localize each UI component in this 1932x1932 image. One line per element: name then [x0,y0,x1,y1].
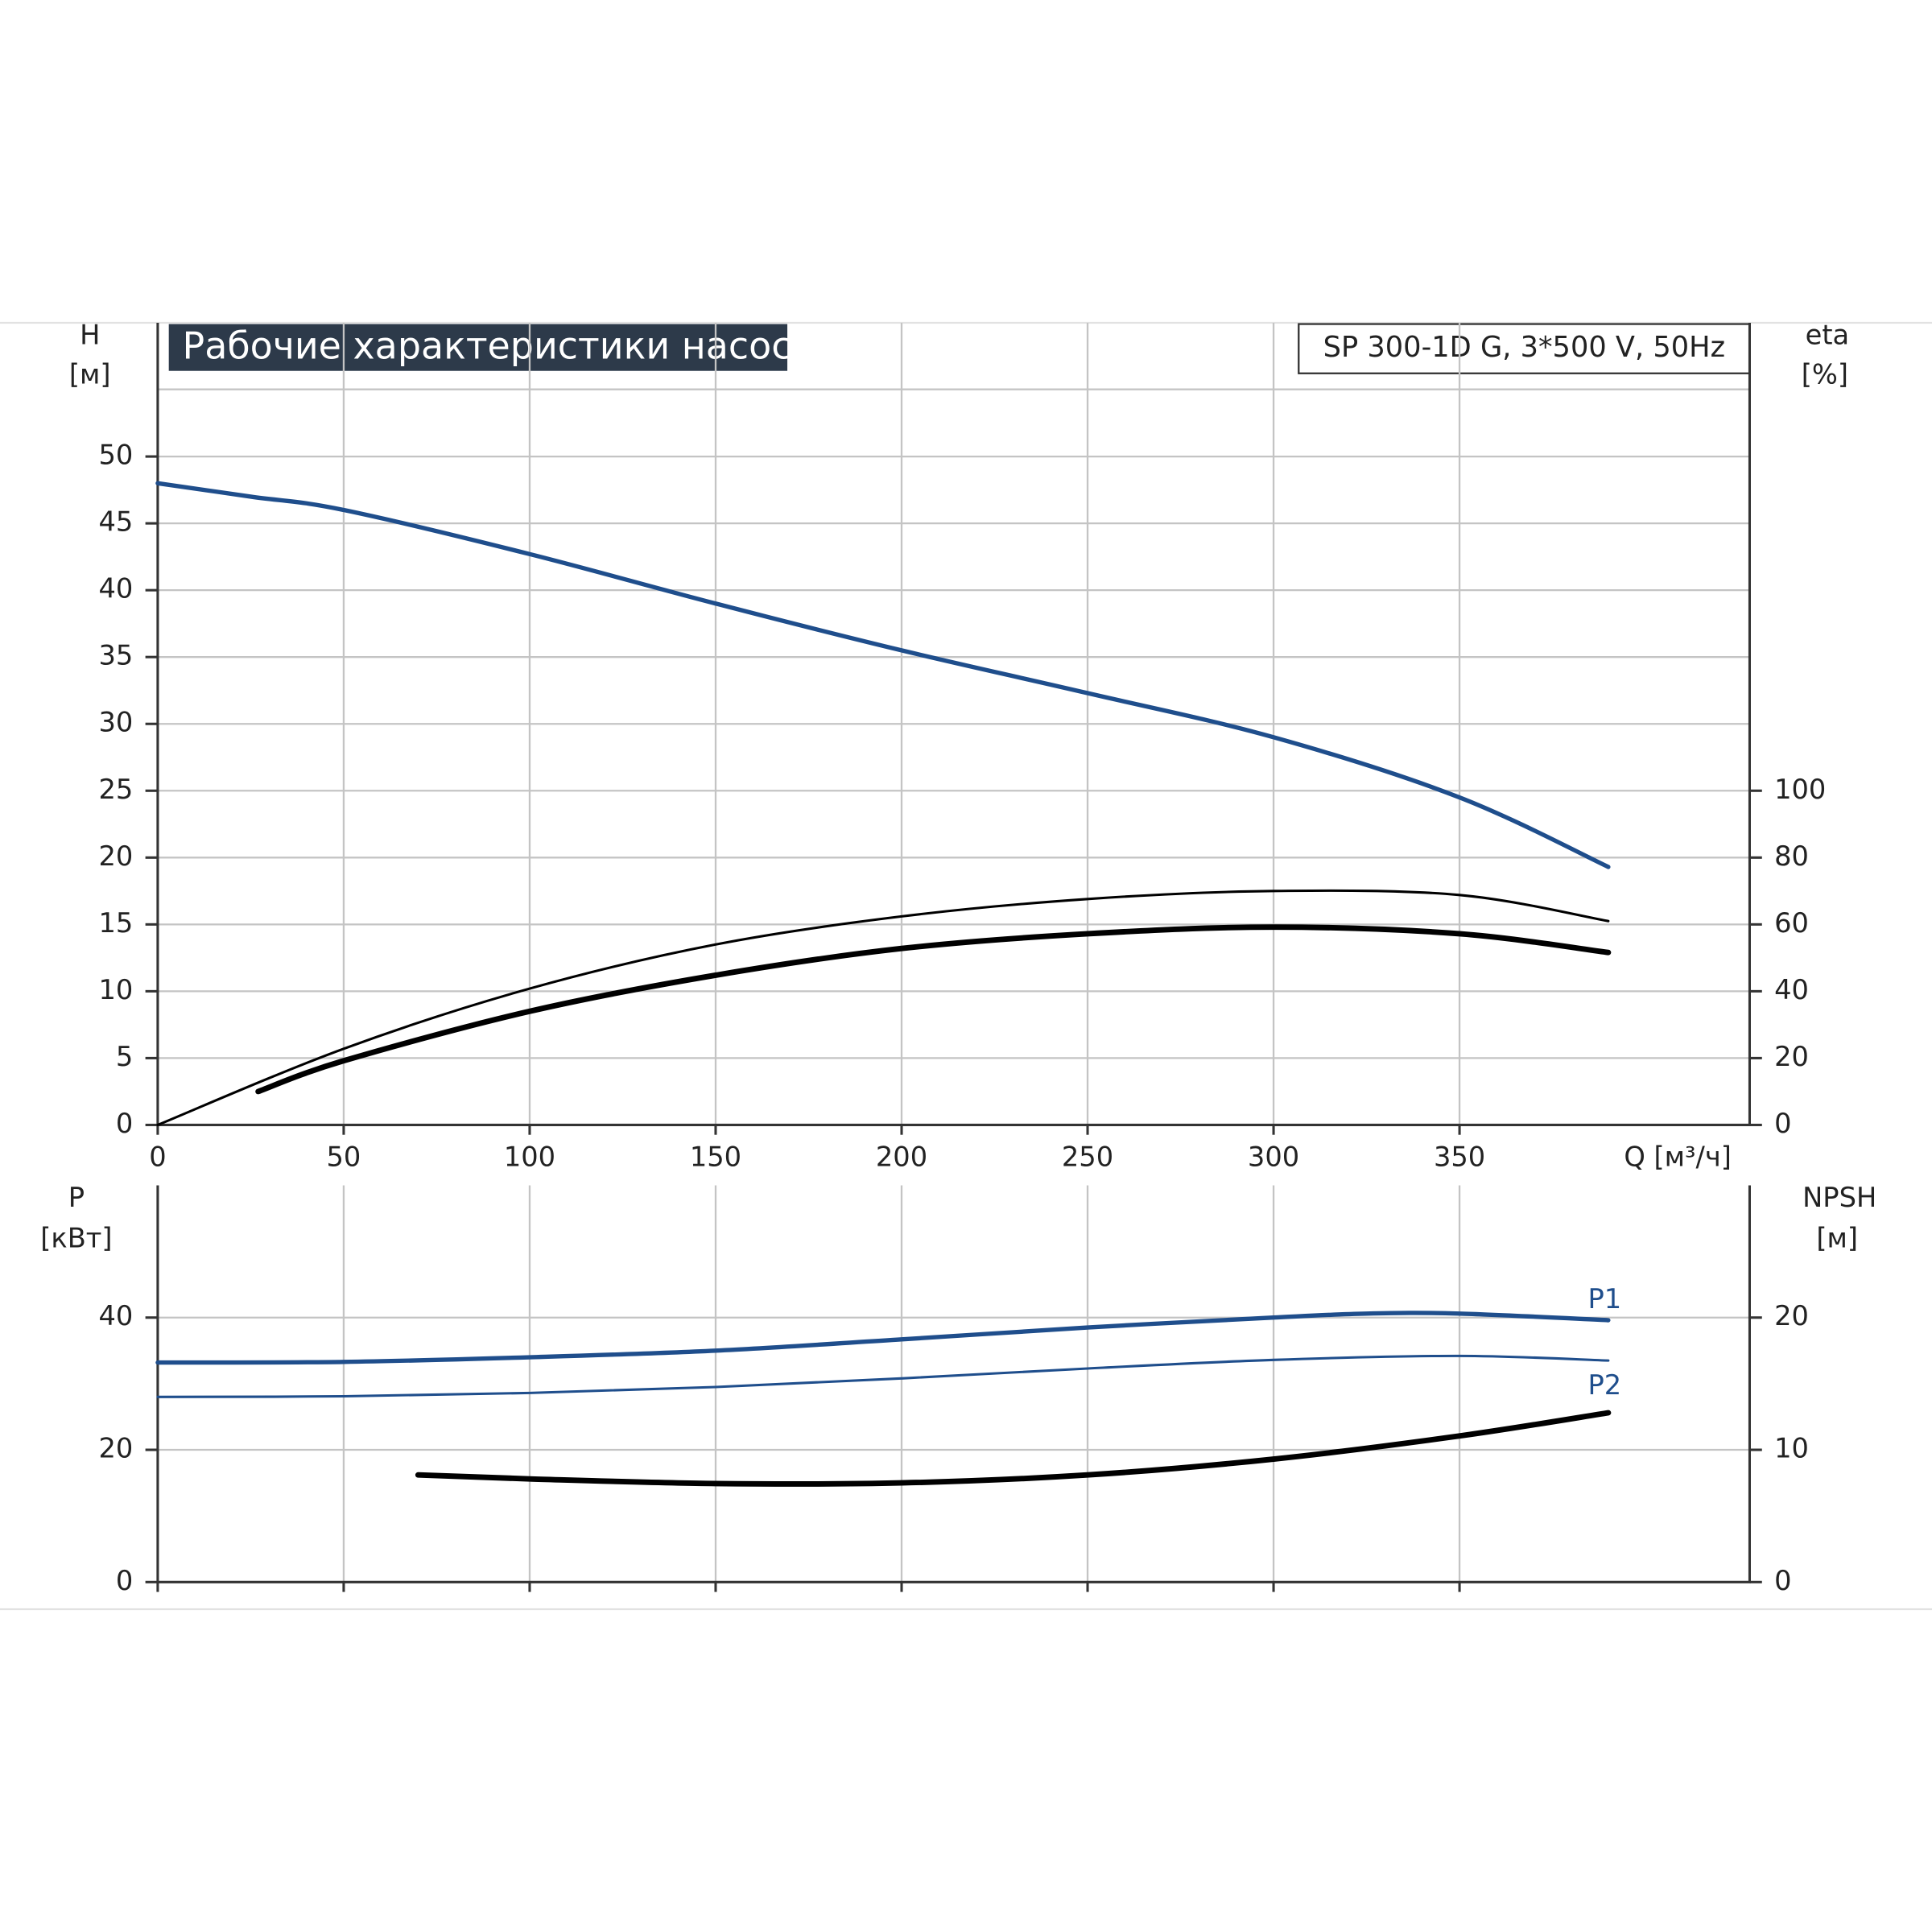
chart-title: Рабочие характеристики насоса [183,324,815,368]
x-tick-label: 100 [504,1141,555,1172]
y2-axis-label: NPSH [1802,1182,1876,1213]
x-tick-label: 0 [149,1141,166,1172]
y-tick-label: 45 [98,506,133,538]
y-tick-label: 0 [116,1108,133,1139]
x-tick-label: 150 [690,1141,741,1172]
y2-tick-label: 100 [1774,774,1826,805]
y-tick-label: 50 [98,440,133,471]
curve [155,1311,1611,1365]
y-tick-label: 15 [98,907,133,939]
y-axis-unit: [м] [69,358,111,390]
y2-tick-label: 0 [1774,1565,1791,1596]
y-tick-label: 40 [98,1300,133,1331]
x-tick-label: 300 [1248,1141,1299,1172]
x-tick-label: 200 [876,1141,927,1172]
x-axis-label: Q [м³/ч] [1624,1141,1732,1172]
model-label: SP 300-1D G, 3*500 V, 50Hz [1323,331,1725,364]
y2-tick-label: 80 [1774,840,1809,872]
y-tick-label: 35 [98,640,133,671]
y-tick-label: 10 [98,974,133,1005]
x-tick-label: 250 [1062,1141,1113,1172]
title-box [168,324,788,371]
y2-tick-label: 60 [1774,907,1809,939]
y-tick-label: 25 [98,774,133,805]
y-tick-label: 5 [116,1041,133,1072]
x-tick-label: 50 [327,1141,361,1172]
x-tick-label: 350 [1434,1141,1485,1172]
y-axis-unit: [кВт] [40,1222,112,1253]
axis-frame [156,1185,1751,1583]
curve [156,1354,1610,1398]
y2-axis-unit: [м] [1816,1222,1858,1253]
axis-frame [156,323,1751,1126]
y2-tick-label: 40 [1774,974,1809,1005]
curve [155,481,1611,869]
curve [156,889,1610,1126]
y2-tick-label: 20 [1774,1300,1809,1331]
series-label: P1 [1587,1283,1621,1315]
y2-tick-label: 10 [1774,1433,1809,1464]
y2-tick-label: 0 [1774,1108,1791,1139]
y-axis-label: H [80,319,100,350]
curve [415,1410,1612,1487]
y-tick-label: 20 [98,1433,133,1464]
curve [255,924,1612,1095]
model-box [1298,323,1751,374]
y2-axis-label: eta [1806,319,1850,350]
y2-tick-label: 20 [1774,1041,1809,1072]
y-tick-label: 20 [98,840,133,872]
y-tick-label: 0 [116,1565,133,1596]
y-tick-label: 30 [98,707,133,738]
y-tick-label: 40 [98,573,133,605]
y2-axis-unit: [%] [1802,358,1848,390]
series-label: P2 [1587,1369,1621,1401]
y-axis-label: P [68,1182,85,1213]
